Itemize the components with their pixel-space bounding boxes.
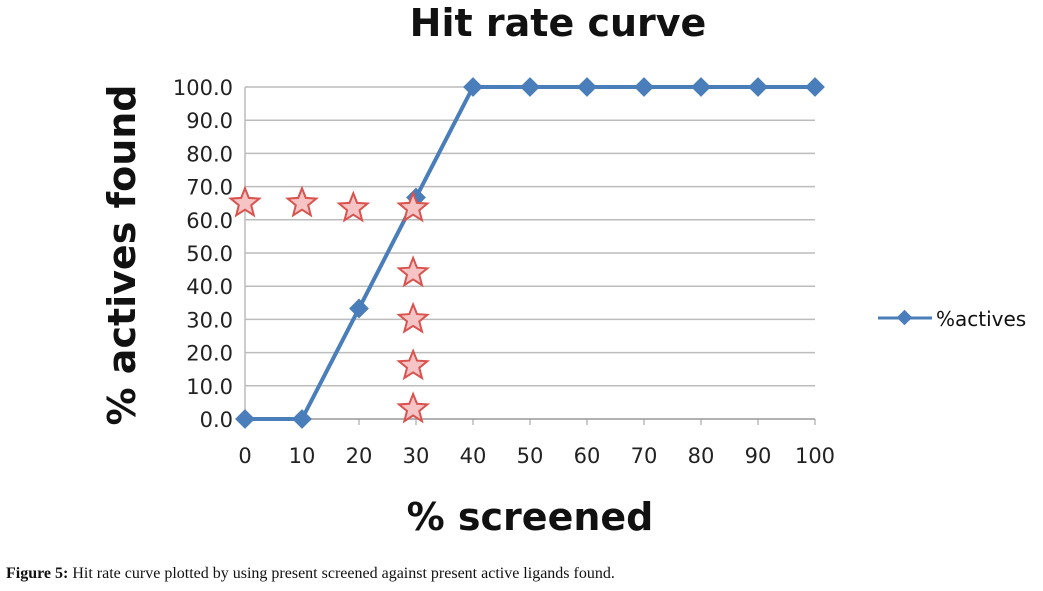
x-tick-label: 60	[574, 444, 601, 468]
data-point-diamond	[634, 77, 654, 97]
data-point-diamond	[748, 77, 768, 97]
x-tick-label: 100	[795, 444, 835, 468]
y-tick-label: 90.0	[186, 109, 233, 133]
x-axis-label: % screened	[407, 495, 654, 539]
star-marker	[396, 255, 431, 288]
x-tick-label: 90	[745, 444, 772, 468]
star-marker	[396, 190, 430, 223]
hit-rate-chart: Hit rate curve 0.0 10.0 20.0 30.0 40.0 50.0 60…	[100, 1, 1026, 539]
star-marker	[396, 301, 430, 334]
y-tick-label: 70.0	[186, 176, 233, 200]
y-tick-label: 10.0	[186, 375, 233, 399]
legend-diamond-marker	[896, 309, 913, 326]
y-tick-label: 100.0	[173, 76, 233, 100]
star-marker	[336, 190, 371, 223]
figure-caption: Figure 5: Hit rate curve plotted by usin…	[6, 565, 615, 583]
data-point-diamond	[463, 77, 483, 97]
caption-text: Hit rate curve plotted by using present …	[68, 565, 615, 582]
data-point-diamond	[235, 409, 255, 429]
x-tick-label: 40	[460, 444, 487, 468]
y-tick-label: 50.0	[186, 242, 233, 266]
y-axis-label: % actives found	[100, 85, 144, 426]
data-point-diamond	[805, 77, 825, 97]
data-point-diamond	[520, 77, 540, 97]
data-point-diamond	[691, 77, 711, 97]
caption-label: Figure 5:	[6, 565, 69, 582]
y-tick-label: 30.0	[186, 308, 233, 332]
y-tick-label: 20.0	[186, 342, 233, 366]
x-tick-label: 30	[403, 444, 430, 468]
x-tick-label: 80	[688, 444, 715, 468]
star-marker	[396, 348, 430, 381]
star-marker	[228, 185, 262, 218]
y-tick-label: 0.0	[200, 408, 233, 432]
chart-title: Hit rate curve	[410, 1, 707, 45]
y-tick-label: 80.0	[186, 142, 233, 166]
x-tick-label: 50	[517, 444, 544, 468]
x-tick-label: 70	[631, 444, 658, 468]
data-point-diamond	[349, 298, 369, 319]
x-tick-label: 10	[289, 444, 316, 468]
star-marker	[396, 391, 431, 424]
x-tick-label: 20	[346, 444, 373, 468]
y-tick-label: 40.0	[186, 275, 233, 299]
legend: %actives	[878, 307, 1026, 331]
y-tick-label: 60.0	[186, 209, 233, 233]
data-point-diamond	[577, 77, 597, 97]
legend-label: %actives	[936, 307, 1026, 331]
x-tick-label: 0	[238, 444, 251, 468]
star-marker	[285, 185, 319, 218]
data-point-diamond	[292, 409, 312, 429]
